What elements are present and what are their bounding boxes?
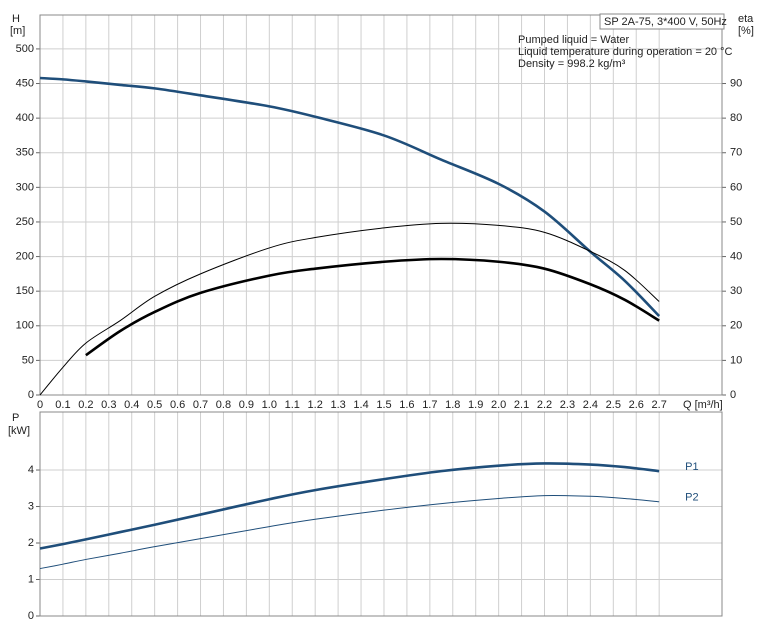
x-tick-label: 2.4 bbox=[583, 399, 598, 411]
y2-tick-label: 0 bbox=[730, 389, 736, 401]
x-tick-label: 1.7 bbox=[422, 399, 437, 411]
x-tick-label: 2.7 bbox=[652, 399, 667, 411]
x-tick-label: 1.5 bbox=[376, 399, 391, 411]
curve bbox=[39, 222, 660, 396]
x-tick-label: 1.4 bbox=[353, 399, 368, 411]
y2-tick-label: 60 bbox=[730, 181, 742, 193]
x-tick-label: 2.0 bbox=[491, 399, 506, 411]
plot-frame bbox=[39, 411, 723, 617]
x-tick-label: 0.8 bbox=[216, 399, 231, 411]
curve bbox=[39, 494, 660, 570]
x-tick-label: 1.1 bbox=[285, 399, 300, 411]
x-tick-label: 0.5 bbox=[147, 399, 162, 411]
y-tick-label: 3 bbox=[28, 500, 34, 512]
x-tick-label: 2.1 bbox=[514, 399, 529, 411]
y2-tick-label: 30 bbox=[730, 285, 742, 297]
y-tick-label: 400 bbox=[16, 112, 34, 124]
curve bbox=[85, 257, 660, 357]
y-tick-label: 0 bbox=[28, 610, 34, 622]
x-tick-label: 1.3 bbox=[330, 399, 345, 411]
info-box bbox=[599, 13, 725, 30]
x-tick-label: 2.5 bbox=[606, 399, 621, 411]
y2-axis-unit: [%] bbox=[738, 25, 754, 37]
y-axis-label: H bbox=[12, 13, 20, 25]
y-tick-label: 250 bbox=[16, 216, 34, 228]
y2-tick-label: 40 bbox=[730, 250, 742, 262]
info-box-text: SP 2A-75, 3*400 V, 50Hz bbox=[604, 16, 727, 28]
x-tick-label: 0.9 bbox=[239, 399, 254, 411]
x-tick-label: 1.6 bbox=[399, 399, 414, 411]
annotation: Pumped liquid = Water bbox=[518, 34, 630, 46]
curve bbox=[39, 462, 660, 550]
y-tick-label: 2 bbox=[28, 537, 34, 549]
y2-tick-label: 80 bbox=[730, 112, 742, 124]
annotation: Liquid temperature during operation = 20… bbox=[518, 46, 733, 58]
x-tick-label: 0.2 bbox=[78, 399, 93, 411]
x-tick-label: 1.0 bbox=[262, 399, 277, 411]
y-tick-label: 300 bbox=[16, 181, 34, 193]
y2-tick-label: 90 bbox=[730, 77, 742, 89]
y-tick-label: 450 bbox=[16, 77, 34, 89]
y2-tick-label: 70 bbox=[730, 147, 742, 159]
x-tick-label: 0.6 bbox=[170, 399, 185, 411]
x-tick-label: 1.8 bbox=[445, 399, 460, 411]
y-tick-label: 0 bbox=[28, 389, 34, 401]
x-tick-label: 0.1 bbox=[55, 399, 70, 411]
y-tick-label: 500 bbox=[16, 43, 34, 55]
y-tick-label: 200 bbox=[16, 250, 34, 262]
y2-tick-label: 20 bbox=[730, 320, 742, 332]
series-label: P1 bbox=[685, 461, 698, 473]
x-tick-label: 0.3 bbox=[101, 399, 116, 411]
y-axis-unit: [m] bbox=[10, 25, 25, 37]
plot-frame bbox=[39, 14, 723, 396]
series-label: P2 bbox=[685, 492, 698, 504]
y2-axis-label: eta bbox=[738, 13, 754, 25]
x-tick-label: 2.3 bbox=[560, 399, 575, 411]
y-axis-label: P bbox=[12, 412, 19, 424]
y-tick-label: 150 bbox=[16, 285, 34, 297]
y-tick-label: 350 bbox=[16, 147, 34, 159]
curve bbox=[39, 76, 661, 318]
x-tick-label: 0.7 bbox=[193, 399, 208, 411]
x-tick-label: 1.2 bbox=[308, 399, 323, 411]
y-tick-label: 1 bbox=[28, 573, 34, 585]
y-tick-label: 100 bbox=[16, 320, 34, 332]
x-tick-label: 0 bbox=[37, 399, 43, 411]
x-tick-label: 1.9 bbox=[468, 399, 483, 411]
x-tick-label: 0.4 bbox=[124, 399, 139, 411]
x-tick-label: 2.2 bbox=[537, 399, 552, 411]
x-axis-label: Q [m³/h] bbox=[683, 399, 723, 411]
y2-tick-label: 10 bbox=[730, 354, 742, 366]
y2-tick-label: 50 bbox=[730, 216, 742, 228]
y-tick-label: 4 bbox=[28, 464, 34, 476]
x-tick-label: 2.6 bbox=[629, 399, 644, 411]
annotation: Density = 998.2 kg/m³ bbox=[518, 58, 626, 70]
y-axis-unit: [kW] bbox=[8, 425, 30, 437]
y-tick-label: 50 bbox=[22, 354, 34, 366]
